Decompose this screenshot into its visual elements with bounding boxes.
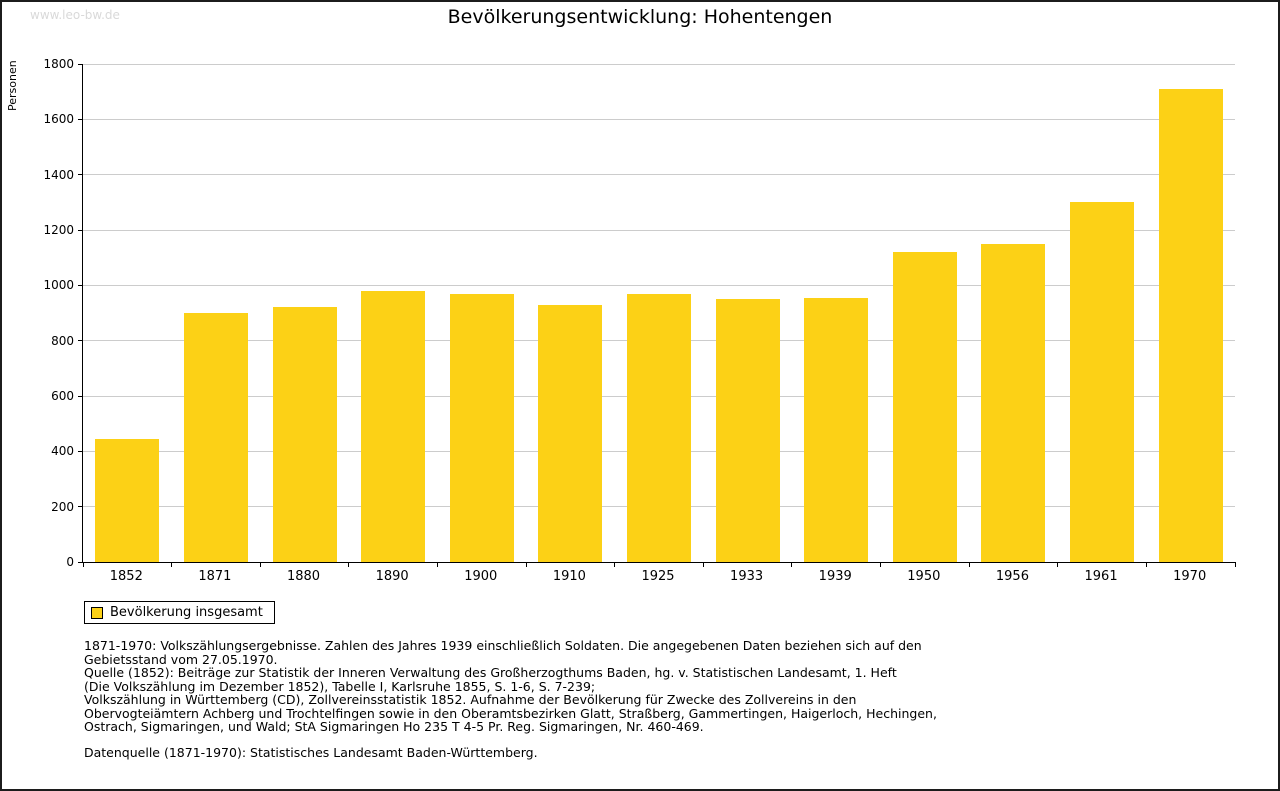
x-tick-label: 1880 xyxy=(286,569,321,584)
gridline xyxy=(83,118,1235,120)
y-tick-mark xyxy=(78,340,83,342)
bar xyxy=(538,304,603,562)
y-tick-label: 1800 xyxy=(43,57,74,71)
y-tick-label: 200 xyxy=(51,499,74,514)
legend-label: Bevölkerung insgesamt xyxy=(110,605,263,620)
x-tick-mark xyxy=(348,562,350,567)
x-tick-label: 1925 xyxy=(641,569,675,584)
x-tick-label: 1900 xyxy=(464,569,498,584)
y-tick-label: 400 xyxy=(51,444,74,459)
bar xyxy=(715,299,780,562)
footnote-line: Ostrach, Sigmaringen, und Wald; StA Sigm… xyxy=(84,719,704,734)
x-tick-label: 1961 xyxy=(1084,569,1118,584)
x-tick-mark xyxy=(880,562,882,567)
chart-title: Bevölkerungsentwicklung: Hohentengen xyxy=(447,6,833,28)
y-tick-mark xyxy=(78,561,83,563)
bar xyxy=(183,313,248,562)
x-tick-mark xyxy=(171,562,173,567)
y-tick-mark xyxy=(78,395,83,397)
x-tick-mark xyxy=(1145,562,1147,567)
footnote-line: Gebietsstand vom 27.05.1970. xyxy=(84,651,278,667)
x-tick-label: 1910 xyxy=(552,569,586,584)
bar xyxy=(361,290,426,562)
x-tick-mark xyxy=(1057,562,1059,567)
x-tick-mark xyxy=(1234,562,1236,567)
y-tick-mark xyxy=(78,450,83,452)
bar xyxy=(981,243,1046,562)
bar xyxy=(95,438,160,562)
x-tick-label: 1970 xyxy=(1173,569,1207,584)
bar xyxy=(804,297,869,562)
y-tick-label: 600 xyxy=(51,389,74,403)
x-tick-label: 1852 xyxy=(109,569,143,584)
legend: Bevölkerung insgesamt xyxy=(84,601,275,624)
x-tick-mark xyxy=(259,562,261,567)
gridline xyxy=(83,174,1235,176)
bar xyxy=(892,252,957,562)
bar xyxy=(272,307,337,562)
y-tick-label: 1600 xyxy=(43,112,74,127)
y-tick-label: 1000 xyxy=(43,278,74,293)
y-tick-label: 1200 xyxy=(43,223,74,237)
x-tick-label: 1933 xyxy=(730,569,764,584)
x-tick-label: 1950 xyxy=(907,569,941,584)
y-tick-label: 1400 xyxy=(43,167,74,182)
footnote-line: Volkszählung in Württemberg (CD), Zollve… xyxy=(84,692,857,707)
bar xyxy=(1158,88,1223,562)
x-tick-mark xyxy=(436,562,438,567)
y-tick-mark xyxy=(78,118,83,120)
footnote-line: 1871-1970: Volkszählungsergebnisse. Zahl… xyxy=(84,638,922,653)
x-tick-label: 1956 xyxy=(995,569,1029,584)
bar xyxy=(449,293,514,562)
gridline xyxy=(83,229,1235,231)
footnote-line: Obervogteiämtern Achberg und Trochtelfin… xyxy=(84,705,937,721)
footnote-line: Quelle (1852): Beiträge zur Statistik de… xyxy=(84,665,897,680)
y-tick-mark xyxy=(78,229,83,231)
x-tick-mark xyxy=(791,562,793,567)
x-tick-label: 1939 xyxy=(818,569,852,584)
datasource-line: Datenquelle (1871-1970): Statistisches L… xyxy=(84,744,538,760)
x-tick-mark xyxy=(702,562,704,567)
legend-swatch xyxy=(91,606,103,619)
x-tick-mark xyxy=(614,562,616,567)
y-tick-mark xyxy=(78,63,83,65)
x-tick-mark xyxy=(525,562,527,567)
y-tick-mark xyxy=(78,506,83,508)
footnotes: 1871-1970: Volkszählungsergebnisse. Zahl… xyxy=(84,639,1248,759)
gridline xyxy=(83,63,1235,65)
plot-area xyxy=(78,63,1236,567)
footnote-line: (Die Volkszählung im Dezember 1852), Tab… xyxy=(84,678,596,694)
x-tick-label: 1871 xyxy=(198,569,232,584)
x-tick-mark xyxy=(968,562,970,567)
y-tick-mark xyxy=(78,174,83,176)
bar xyxy=(1070,202,1135,562)
y-tick-label: 0 xyxy=(66,555,74,569)
y-tick-mark xyxy=(78,284,83,286)
bar xyxy=(627,293,691,562)
watermark: www.leo-bw.de xyxy=(30,8,120,22)
y-tick-label: 800 xyxy=(51,333,74,348)
gridline xyxy=(83,284,1235,286)
x-tick-label: 1890 xyxy=(375,569,409,584)
x-tick-mark xyxy=(82,562,84,567)
